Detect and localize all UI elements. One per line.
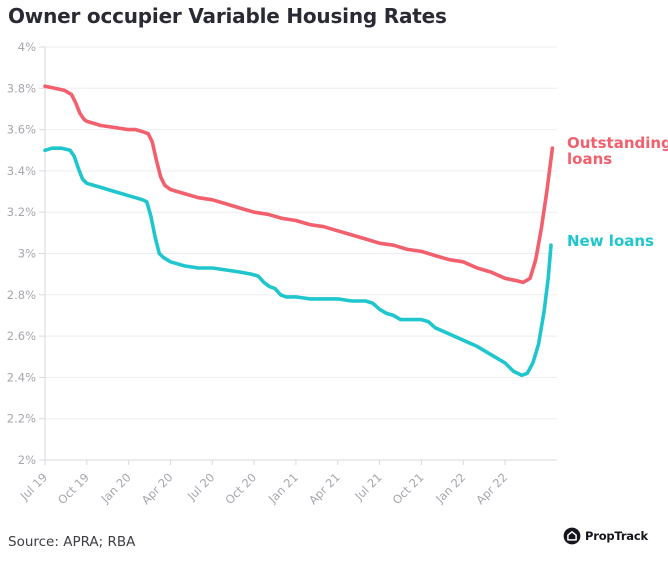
proptrack-logo-text: PropTrack (585, 529, 648, 543)
series-line-outstanding-loans (43, 84, 555, 285)
x-tick-label: Jan 22 (432, 470, 468, 506)
y-tick-label: 4% (18, 40, 36, 54)
x-tick-label: Oct 19 (55, 470, 92, 507)
x-tick-label: Jul 19 (17, 470, 50, 503)
y-tick-label: 2.2% (7, 412, 36, 426)
x-tick-label: Jan 21 (265, 470, 301, 506)
y-tick-label: 2.4% (7, 370, 36, 384)
series-label-outstanding-loans: Outstanding loans (567, 134, 668, 168)
y-tick-label: 2.8% (7, 288, 36, 302)
x-tick-label: Oct 21 (390, 470, 427, 507)
x-tick-label: Apr 20 (139, 470, 176, 507)
proptrack-logo: PropTrack (563, 527, 648, 545)
y-axis: 4% 3.8% 3.6% 3.4% 3.2% 3% 2.8% 2.6% 2.4% 2.2% 2% (7, 40, 557, 467)
y-tick-label: 3.4% (7, 164, 36, 178)
y-tick-label: 3.8% (7, 81, 36, 95)
x-tick-label: Jan 20 (98, 470, 134, 506)
proptrack-house-icon (563, 527, 581, 545)
x-axis: Jul 19 Oct 19 Jan 20 Apr 20 Jul 20 Oct 20 Jan … (17, 460, 510, 507)
y-tick-label: 2.6% (7, 329, 36, 343)
x-tick-label: Jul 20 (184, 470, 217, 503)
y-tick-label: 2% (18, 453, 36, 467)
y-tick-label: 3% (18, 247, 36, 261)
x-tick-label: Jul 21 (351, 470, 384, 503)
source-text: Source: APRA; RBA (8, 534, 136, 550)
y-tick-label: 3.6% (7, 123, 36, 137)
series-label-new-loans: New loans (567, 232, 654, 250)
x-tick-label: Apr 21 (306, 470, 343, 507)
x-tick-label: Apr 22 (473, 470, 510, 507)
y-tick-label: 3.2% (7, 205, 36, 219)
x-tick-label: Oct 20 (222, 470, 259, 507)
chart-title: Owner occupier Variable Housing Rates (8, 4, 447, 28)
series-line-new-loans (43, 146, 553, 378)
